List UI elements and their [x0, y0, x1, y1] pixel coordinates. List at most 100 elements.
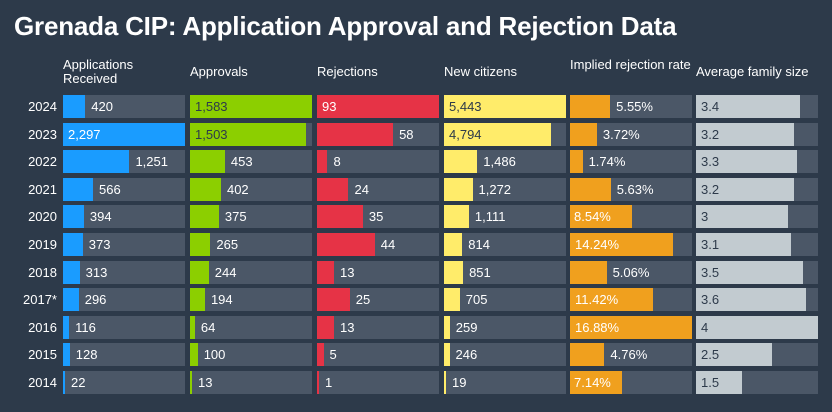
- value-label-applications: 2,297: [68, 126, 101, 142]
- value-label-family_size: 3.4: [701, 99, 720, 114]
- value-label-applications: 373: [88, 237, 111, 252]
- bar-rejection_rate: [570, 288, 653, 312]
- bar-track-new_citizens: 1,486: [444, 150, 566, 174]
- bar-applications: [63, 233, 83, 256]
- column-header-approvals: Approvals: [190, 64, 248, 79]
- bar-track-family_size: 3.3: [696, 150, 818, 174]
- bar-new_citizens: [444, 288, 460, 312]
- value-label-family_size: 4: [701, 319, 709, 335]
- bar-applications: [63, 205, 84, 229]
- bar-track-new_citizens: 4,794: [444, 122, 566, 146]
- value-label-rejections: 5: [329, 347, 337, 363]
- bar-rejections: [317, 260, 335, 284]
- value-label-rejections: 13: [340, 319, 355, 335]
- bar-track-rejections: 25: [317, 288, 439, 312]
- bar-rejection_rate: [570, 371, 622, 394]
- value-label-rejections: 35: [368, 209, 384, 225]
- bar-track-family_size: 3.2: [696, 122, 818, 146]
- row-year-label: 2019: [28, 237, 57, 252]
- value-label-family_size: 3.5: [701, 264, 720, 280]
- bar-rejection_rate: [570, 95, 611, 118]
- bar-track-rejection_rate: 5.63%: [570, 177, 692, 201]
- value-label-new_citizens: 259: [455, 319, 478, 335]
- bar-track-new_citizens: 259: [444, 315, 566, 339]
- value-label-new_citizens: 1,486: [483, 154, 516, 170]
- bar-approvals: [190, 288, 205, 312]
- value-label-new_citizens: 851: [469, 264, 491, 280]
- bar-approvals: [190, 177, 221, 201]
- bar-track-rejection_rate: 14.24%: [570, 233, 692, 256]
- bar-track-applications: 394: [63, 205, 185, 229]
- bar-rejection_rate: [570, 122, 597, 146]
- bar-applications: [63, 150, 130, 174]
- bar-rejection_rate: [570, 315, 692, 339]
- bar-approvals: [190, 95, 312, 118]
- value-label-approvals: 1,583: [195, 99, 228, 114]
- value-label-applications: 296: [84, 292, 107, 308]
- value-label-approvals: 1,503: [195, 126, 228, 142]
- bar-track-rejections: 13: [317, 260, 439, 284]
- bar-rejection_rate: [570, 233, 673, 256]
- value-label-approvals: 13: [198, 375, 213, 390]
- bar-track-rejections: 35: [317, 205, 439, 229]
- value-label-new_citizens: 814: [468, 237, 490, 252]
- bar-rejection_rate: [570, 343, 605, 367]
- bar-applications: [63, 260, 80, 284]
- bar-track-approvals: 265: [190, 233, 312, 256]
- column-header-rejection_rate: Implied rejection rate: [570, 57, 691, 72]
- value-label-new_citizens: 4,794: [449, 126, 482, 142]
- value-label-rejections: 1: [325, 375, 333, 390]
- bar-rejections: [317, 205, 363, 229]
- bar-track-family_size: 3: [696, 205, 818, 229]
- column-header-family_size: Average family size: [696, 64, 809, 79]
- bar-track-applications: 2,297: [63, 122, 185, 146]
- bar-family_size: [696, 260, 803, 284]
- value-label-rejections: 44: [380, 237, 396, 252]
- value-label-rejection_rate: 11.42%: [575, 292, 619, 308]
- bar-family_size: [696, 205, 788, 229]
- chart-title: Grenada CIP: Application Approval and Re…: [14, 11, 677, 41]
- row-year-label: 2024: [28, 99, 57, 114]
- value-label-rejection_rate: 5.63%: [616, 181, 654, 197]
- value-label-family_size: 2.5: [701, 347, 720, 363]
- bar-family_size: [696, 122, 794, 146]
- value-label-rejection_rate: 5.06%: [612, 264, 650, 280]
- value-label-rejection_rate: 4.76%: [610, 347, 648, 363]
- bar-approvals: [190, 371, 192, 394]
- bar-rejections: [317, 288, 350, 312]
- row-year-label: 2017*: [23, 292, 57, 308]
- bar-track-rejection_rate: 3.72%: [570, 122, 692, 146]
- bar-track-family_size: 3.6: [696, 288, 818, 312]
- bar-track-new_citizens: 5,443: [444, 95, 566, 118]
- value-label-applications: 1,251: [135, 154, 168, 170]
- bar-family_size: [696, 343, 773, 367]
- bar-new_citizens: [444, 205, 469, 229]
- bar-new_citizens: [444, 177, 473, 201]
- row-year-label: 2018: [28, 264, 57, 280]
- bar-family_size: [696, 371, 742, 394]
- bar-approvals: [190, 205, 219, 229]
- value-label-applications: 313: [85, 264, 108, 280]
- bar-rejections: [317, 315, 335, 339]
- row-year-label: 2022: [28, 154, 57, 170]
- bar-track-rejections: 13: [317, 315, 439, 339]
- value-label-family_size: 3.2: [701, 126, 720, 142]
- bar-track-family_size: 4: [696, 315, 818, 339]
- bar-track-approvals: 244: [190, 260, 312, 284]
- bar-track-approvals: 1,503: [190, 122, 312, 146]
- value-label-rejections: 24: [354, 181, 369, 197]
- bar-track-rejections: 93: [317, 95, 439, 118]
- value-label-new_citizens: 705: [465, 292, 488, 308]
- row-year-label: 2021: [28, 181, 57, 197]
- bar-track-new_citizens: 1,111: [444, 205, 566, 229]
- bar-family_size: [696, 150, 797, 174]
- value-label-applications: 420: [91, 99, 113, 114]
- value-label-approvals: 244: [214, 264, 237, 280]
- value-label-family_size: 3.2: [701, 181, 720, 197]
- bar-track-approvals: 13: [190, 371, 312, 394]
- bar-track-family_size: 3.4: [696, 95, 818, 118]
- bar-track-applications: 116: [63, 315, 185, 339]
- value-label-rejections: 58: [399, 126, 414, 142]
- bar-rejection_rate: [570, 177, 611, 201]
- value-label-family_size: 1.5: [701, 375, 720, 390]
